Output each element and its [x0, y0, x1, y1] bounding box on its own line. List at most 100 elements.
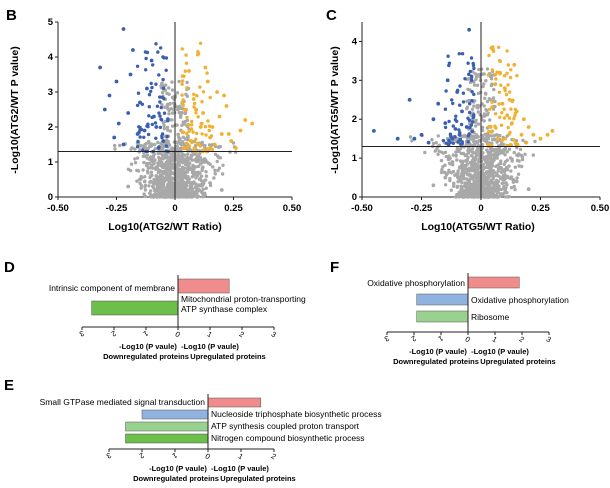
- point-ns-cloud: [480, 125, 485, 130]
- point-ns-cloud: [475, 169, 479, 174]
- point-upregulated-extra: [504, 92, 509, 97]
- point-ns-cloud: [170, 88, 175, 92]
- xlabel-c: Log10(ATG5/WT Ratio): [421, 221, 535, 233]
- point-downregulated: [426, 140, 431, 145]
- point-ns-cloud: [457, 149, 461, 154]
- point-ns-cloud: [487, 97, 491, 101]
- point-ns-cloud: [489, 193, 493, 197]
- scatter-plot-b: -0.50 -0.25 0 0.25 0.50 0 1 2 3 4 5: [47, 17, 301, 214]
- point-ns-cloud: [471, 188, 475, 192]
- y-tick-label: 4: [48, 52, 54, 63]
- point-ns-cloud: [505, 150, 509, 154]
- point-downregulated: [98, 65, 102, 70]
- point-ns-cloud: [143, 183, 148, 187]
- point-upregulated-extra: [494, 112, 498, 116]
- point-upregulated: [219, 132, 224, 136]
- point-not-significant: [483, 179, 488, 184]
- point-downregulated: [128, 72, 133, 77]
- point-upregulated-extra: [508, 143, 513, 147]
- point-upregulated-extra: [505, 71, 509, 76]
- point-downregulated-extra: [161, 86, 166, 90]
- point-ns-cloud: [481, 84, 485, 89]
- point-downregulated-extra: [467, 72, 471, 77]
- point-downregulated-extra: [447, 119, 451, 124]
- point-ns-cloud: [484, 79, 488, 83]
- point-downregulated-extra: [165, 134, 169, 139]
- x-tick-label: 0: [172, 203, 177, 214]
- point-ns-cloud: [186, 168, 190, 173]
- point-ns-cloud: [159, 178, 164, 183]
- point-ns-cloud: [185, 94, 189, 99]
- point-ns-cloud: [138, 144, 142, 148]
- point-upregulated: [187, 69, 191, 73]
- point-upregulated-extra: [509, 122, 514, 126]
- point-downregulated-extra: [443, 107, 448, 111]
- point-upregulated: [229, 139, 234, 143]
- point-ns-cloud: [474, 118, 478, 123]
- point-ns-cloud: [138, 181, 142, 185]
- point-ns-cloud: [201, 195, 205, 199]
- point-upregulated-extra: [512, 117, 516, 121]
- point-ns-cloud: [485, 99, 490, 104]
- point-downregulated-extra: [444, 89, 448, 93]
- point-not-significant: [481, 171, 486, 176]
- x-tick-label: 2: [110, 329, 118, 339]
- point-ns-cloud: [167, 92, 171, 96]
- point-not-significant: [443, 175, 448, 180]
- point-upregulated: [217, 114, 222, 119]
- bar-downregulated: [91, 300, 179, 316]
- point-downregulated: [419, 132, 424, 137]
- point-ns-cloud: [499, 151, 503, 155]
- x-tick-label: 1: [237, 451, 245, 461]
- point-ns-cloud: [509, 169, 513, 173]
- point-ns-cloud: [451, 153, 455, 157]
- point-ns-cloud: [473, 124, 478, 128]
- point-ns-cloud: [485, 67, 490, 71]
- point-downregulated-extra: [146, 125, 150, 129]
- point-downregulated-extra: [146, 132, 151, 137]
- scatter-plot-c: -0.50 -0.25 0 0.25 0.50 0 1 2 3 4: [351, 22, 609, 214]
- up-label: Upregulated proteins: [220, 474, 295, 483]
- point-downregulated-extra: [138, 100, 142, 105]
- point-upregulated-extra: [511, 98, 515, 103]
- pos-axis-label: -Log10 (P vaule): [181, 342, 239, 351]
- point-ns-cloud: [507, 147, 512, 151]
- point-upregulated-extra: [490, 68, 494, 72]
- bar-label: Oxidative phosphorylation: [367, 278, 465, 288]
- point-ns-cloud: [185, 189, 190, 194]
- point-ns-cloud: [461, 185, 465, 189]
- point-ns-cloud: [473, 99, 477, 103]
- point-ns-cloud: [158, 182, 162, 186]
- point-ns-cloud: [470, 107, 475, 112]
- point-upregulated-extra: [487, 53, 491, 58]
- point-upregulated-extra: [202, 148, 206, 152]
- point-upregulated-extra: [198, 144, 202, 148]
- point-downregulated-extra: [142, 135, 146, 139]
- point-ns-cloud: [159, 192, 163, 196]
- point-ns-cloud: [149, 170, 154, 174]
- point-not-significant: [472, 156, 476, 161]
- point-downregulated-extra: [158, 114, 162, 118]
- point-ns-cloud: [149, 142, 154, 147]
- point-ns-cloud: [523, 152, 527, 156]
- point-upregulated-extra: [196, 50, 200, 54]
- point-ns-cloud: [152, 180, 156, 185]
- point-not-significant: [166, 160, 170, 164]
- point-ns-cloud: [164, 186, 168, 190]
- point-ns-cloud: [515, 176, 519, 180]
- point-upregulated-extra: [180, 101, 185, 106]
- point-ns-cloud: [467, 99, 471, 103]
- point-upregulated-extra: [185, 115, 189, 120]
- point-upregulated-extra: [513, 107, 517, 112]
- point-upregulated: [250, 121, 255, 126]
- point-ns-cloud: [168, 101, 172, 106]
- point-ns-cloud: [143, 142, 147, 147]
- point-upregulated-extra: [495, 70, 499, 74]
- point-ns-cloud: [142, 179, 147, 184]
- point-ns-cloud: [465, 158, 469, 163]
- point-ns-cloud: [434, 141, 438, 145]
- point-ns-cloud: [487, 165, 492, 170]
- point-upregulated: [524, 140, 529, 145]
- point-ns-cloud: [474, 185, 479, 189]
